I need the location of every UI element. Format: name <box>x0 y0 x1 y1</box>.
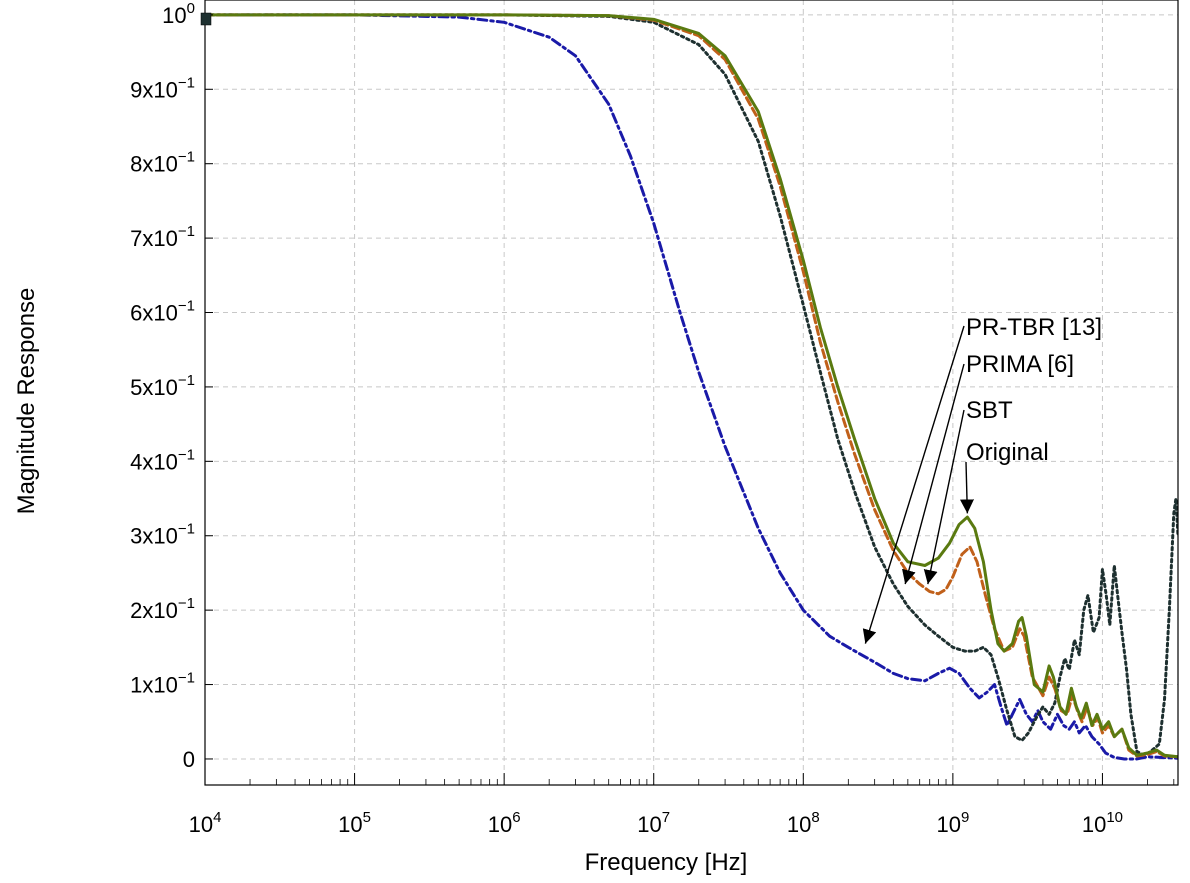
annotation-arrow <box>862 325 965 644</box>
y-tick-label: 4x10−1 <box>130 446 195 474</box>
annotation-label: Original <box>966 439 1049 466</box>
y-tick-label: 7x10−1 <box>130 223 195 251</box>
x-tick-label: 109 <box>936 809 969 837</box>
x-tick-label: 106 <box>488 809 521 837</box>
series-line-original <box>205 13 1178 759</box>
annotation-arrow <box>959 461 974 514</box>
annotation-label: SBT <box>966 397 1013 424</box>
y-tick-label: 9x10−1 <box>130 74 195 102</box>
y-tick-label: 2x10−1 <box>130 595 195 623</box>
y-tick-label: 5x10−1 <box>130 372 195 400</box>
y-tick-labels: 0 1x10−1 2x10−1 3x10−1 4x10−1 5x10−1 6x10−1 7x1… <box>130 0 195 772</box>
annotations: PR-TBR [13] PRIMA [6] SBT Original <box>862 314 1102 644</box>
x-tick-label: 1010 <box>1082 809 1123 837</box>
annotation-label: PR-TBR [13] <box>966 314 1102 341</box>
y-tick-label: 3x10−1 <box>130 521 195 549</box>
x-tick-label: 104 <box>189 809 222 837</box>
start-marker <box>200 12 212 26</box>
y-tick-label: 8x10−1 <box>130 149 195 177</box>
y-axis-label: Magnitude Response <box>13 288 40 515</box>
y-tick-label: 6x10−1 <box>130 298 195 326</box>
annotation-label: PRIMA [6] <box>966 351 1074 378</box>
x-axis-label: Frequency [Hz] <box>585 849 748 876</box>
x-tick-label: 105 <box>338 809 371 837</box>
plot-frame <box>204 0 1179 786</box>
annotation-arrow <box>902 363 965 585</box>
annotation-arrow <box>923 409 965 585</box>
series-line-prima-6 <box>205 13 1178 757</box>
y-tick-label: 1x10−1 <box>130 670 195 698</box>
x-tick-label: 108 <box>787 809 820 837</box>
x-tick-labels: 104 105 106 107 108 109 1010 <box>189 809 1123 837</box>
x-minor-ticks <box>204 14 1175 785</box>
series-line-pr-tbr-13 <box>205 13 1178 761</box>
y-tick-label: 100 <box>162 0 195 28</box>
series-line-sbt <box>205 13 1178 759</box>
x-tick-label: 107 <box>637 809 670 837</box>
y-tick-label: 0 <box>183 747 195 772</box>
series-lines <box>205 13 1178 761</box>
